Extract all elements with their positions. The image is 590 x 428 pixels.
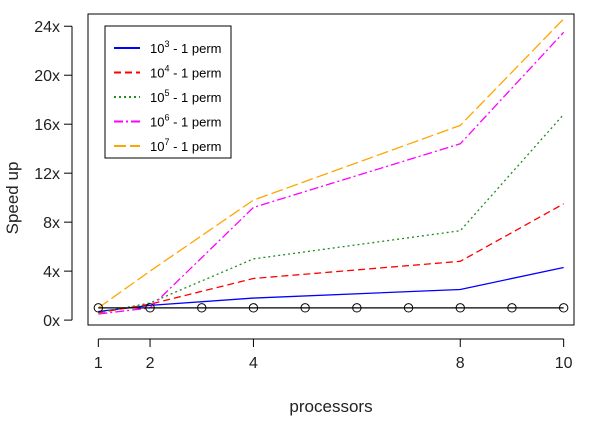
- legend-label-suffix: - 1 perm: [169, 90, 221, 105]
- legend-label-suffix: - 1 perm: [169, 41, 221, 56]
- baseline-point: [507, 303, 517, 313]
- legend-label-2: 104 - 1 perm: [150, 64, 222, 81]
- y-axis-title: Speed up: [3, 162, 22, 235]
- series-line-1: [98, 266, 564, 313]
- legend-label-base: 10: [150, 41, 164, 56]
- baseline-point: [300, 303, 310, 313]
- series-line-5: [97, 18, 565, 309]
- baseline-point: [352, 303, 362, 313]
- baseline-point: [248, 303, 259, 313]
- legend-label-suffix: - 1 perm: [169, 139, 221, 154]
- legend-label-exponent: 6: [164, 113, 169, 123]
- y-tick-label: 0x: [43, 313, 60, 330]
- axes: 0x 4x 8x 12x 16x 20x 24x 1 2 4 8 10: [34, 19, 572, 372]
- y-tick-label: 24x: [34, 19, 60, 36]
- legend-label-1: 103 - 1 perm: [150, 39, 222, 56]
- x-tick-label: 10: [555, 355, 573, 372]
- baseline-point: [197, 303, 207, 313]
- legend-label-exponent: 7: [164, 137, 169, 147]
- series-line-4: [98, 31, 565, 315]
- legend-label-base: 10: [150, 115, 164, 130]
- baseline-point: [558, 303, 569, 313]
- x-tick-label: 2: [146, 355, 155, 372]
- legend-label-exponent: 5: [164, 88, 169, 98]
- y-tick-label: 12x: [34, 166, 60, 183]
- baseline-point: [403, 303, 414, 313]
- y-tick-label: 4x: [43, 264, 60, 281]
- legend-label-suffix: - 1 perm: [169, 66, 221, 81]
- y-tick-label: 8x: [43, 215, 60, 232]
- baseline-point: [93, 303, 104, 313]
- baseline-point: [145, 303, 155, 313]
- legend-label-5: 107 - 1 perm: [150, 137, 222, 154]
- x-tick-label: 1: [94, 355, 103, 372]
- legend-label-base: 10: [150, 139, 164, 154]
- legend-label-base: 10: [150, 90, 164, 105]
- baseline-point: [455, 303, 465, 313]
- legend-label-3: 105 - 1 perm: [150, 88, 222, 105]
- y-tick-label: 16x: [34, 117, 60, 134]
- legend-label-exponent: 4: [164, 64, 169, 74]
- legend-label-suffix: - 1 perm: [169, 115, 221, 130]
- legend-label-base: 10: [150, 66, 164, 81]
- plot-box: [87, 13, 575, 326]
- y-tick-label: 20x: [34, 68, 60, 85]
- x-tick-label: 4: [249, 355, 258, 372]
- series-layer: [93, 18, 569, 315]
- legend-label-4: 106 - 1 perm: [150, 113, 222, 130]
- x-tick-label: 8: [456, 355, 465, 372]
- x-axis-title: processors: [289, 397, 372, 416]
- legend-label-exponent: 3: [164, 39, 169, 49]
